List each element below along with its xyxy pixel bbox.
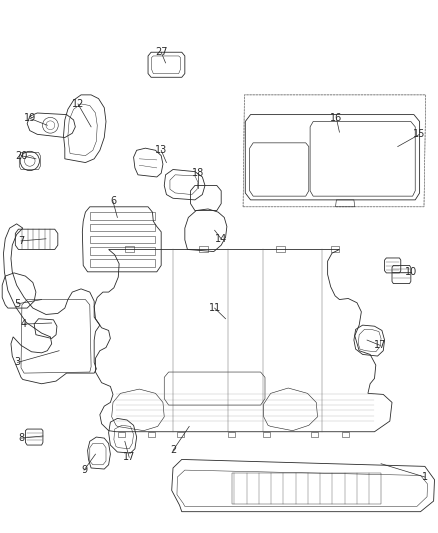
- Text: 12: 12: [72, 99, 84, 109]
- Text: 5: 5: [14, 299, 21, 309]
- Text: 1: 1: [422, 472, 428, 482]
- Text: 6: 6: [110, 197, 116, 206]
- Text: 13: 13: [155, 146, 167, 155]
- Text: 27: 27: [155, 47, 167, 57]
- Text: 15: 15: [413, 130, 426, 139]
- Text: 19: 19: [24, 114, 36, 123]
- Text: 10: 10: [405, 267, 417, 277]
- Text: 9: 9: [81, 465, 87, 475]
- Text: 4: 4: [21, 319, 27, 329]
- Text: 8: 8: [18, 433, 24, 443]
- Text: 7: 7: [18, 236, 24, 246]
- Text: 17: 17: [123, 453, 135, 462]
- Text: 2: 2: [170, 446, 176, 455]
- Text: 17: 17: [374, 341, 386, 350]
- Text: 18: 18: [192, 168, 204, 178]
- Text: 20: 20: [15, 151, 27, 160]
- Text: 3: 3: [14, 358, 21, 367]
- Text: 14: 14: [215, 234, 227, 244]
- Text: 11: 11: [208, 303, 221, 313]
- Text: 16: 16: [330, 114, 343, 123]
